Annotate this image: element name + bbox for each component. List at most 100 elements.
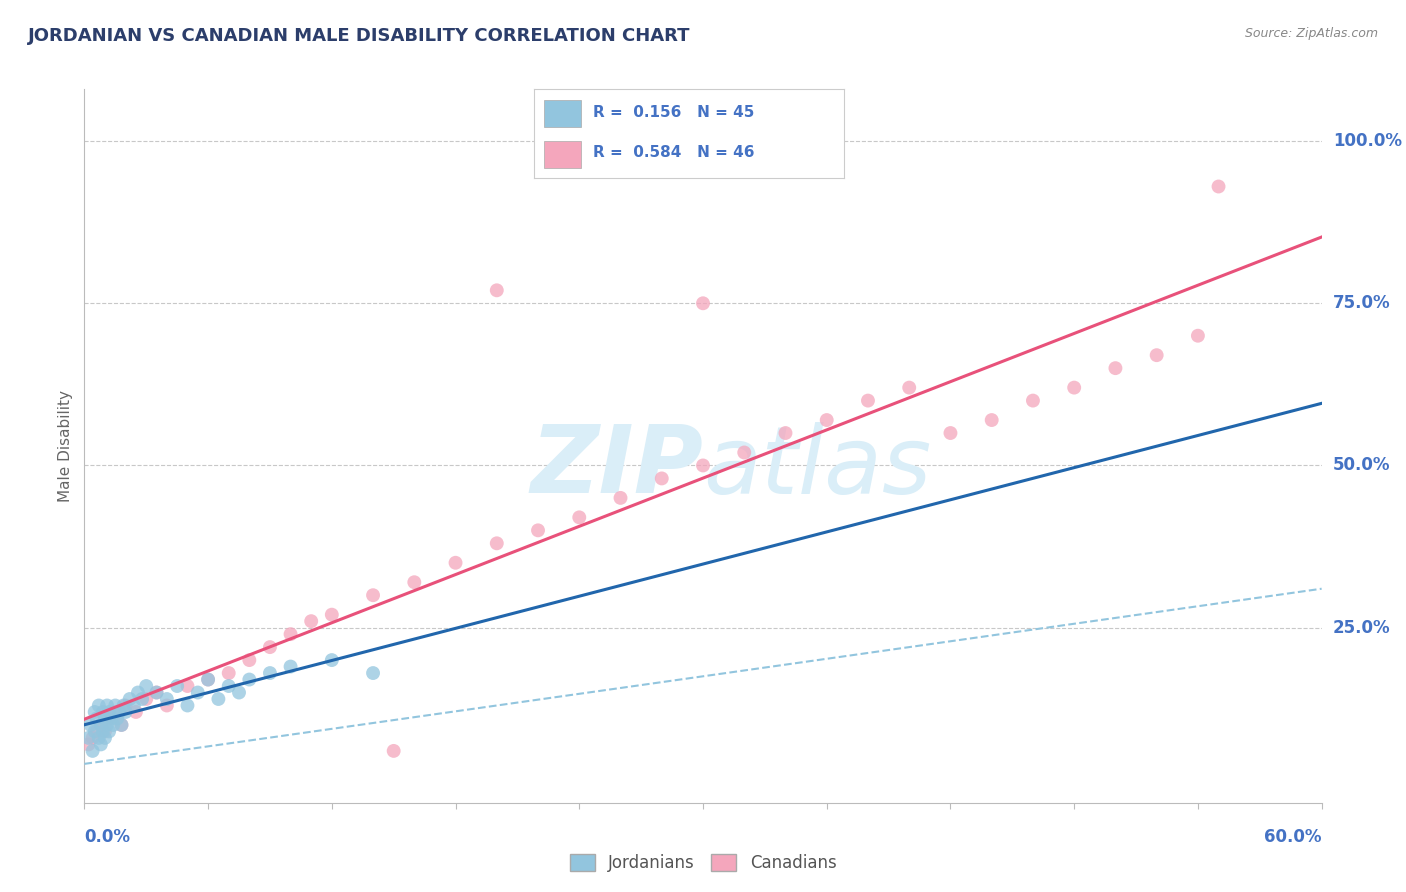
Point <box>114 705 136 719</box>
Point <box>898 381 921 395</box>
Point <box>145 685 167 699</box>
Y-axis label: Male Disability: Male Disability <box>58 390 73 502</box>
Point <box>91 705 114 719</box>
Point <box>1022 393 1045 408</box>
Point <box>105 711 128 725</box>
Point <box>1104 361 1126 376</box>
Point <box>404 575 426 590</box>
Point <box>94 724 117 739</box>
Point <box>135 679 157 693</box>
Point <box>110 718 132 732</box>
Legend: Jordanians, Canadians: Jordanians, Canadians <box>561 846 845 880</box>
Point <box>77 738 100 752</box>
Point <box>692 296 714 310</box>
FancyBboxPatch shape <box>544 100 581 127</box>
Point <box>90 718 112 732</box>
Text: Source: ZipAtlas.com: Source: ZipAtlas.com <box>1244 27 1378 40</box>
Point <box>79 718 101 732</box>
Point <box>692 458 714 473</box>
Point <box>280 627 302 641</box>
Text: 0.0%: 0.0% <box>84 828 131 846</box>
Text: R =  0.156   N = 45: R = 0.156 N = 45 <box>593 105 755 120</box>
Point <box>238 653 260 667</box>
Text: 25.0%: 25.0% <box>1333 619 1391 637</box>
Point <box>108 705 131 719</box>
Point <box>96 718 118 732</box>
Point <box>197 673 219 687</box>
Point <box>1146 348 1168 362</box>
Text: ZIP: ZIP <box>530 421 703 514</box>
Point <box>382 744 405 758</box>
Point <box>259 640 281 654</box>
Point <box>609 491 631 505</box>
FancyBboxPatch shape <box>544 141 581 168</box>
Point <box>207 692 229 706</box>
Point <box>103 718 125 732</box>
Point <box>145 685 167 699</box>
Point <box>651 471 673 485</box>
Text: 50.0%: 50.0% <box>1333 457 1391 475</box>
Point <box>82 744 104 758</box>
Point <box>775 425 797 440</box>
Point <box>98 711 121 725</box>
Point <box>176 679 198 693</box>
Point <box>280 659 302 673</box>
Text: 100.0%: 100.0% <box>1333 132 1402 150</box>
Point <box>166 679 188 693</box>
Point <box>361 588 384 602</box>
Point <box>91 724 114 739</box>
Point <box>1208 179 1230 194</box>
Point <box>131 692 153 706</box>
Text: JORDANIAN VS CANADIAN MALE DISABILITY CORRELATION CHART: JORDANIAN VS CANADIAN MALE DISABILITY CO… <box>28 27 690 45</box>
Point <box>90 738 112 752</box>
Point <box>135 692 157 706</box>
Point <box>83 724 105 739</box>
Point <box>104 698 127 713</box>
Point <box>856 393 879 408</box>
Point <box>361 666 384 681</box>
Point <box>321 653 343 667</box>
Point <box>815 413 838 427</box>
Point <box>485 536 508 550</box>
Point <box>98 724 121 739</box>
Point <box>86 711 108 725</box>
Point <box>83 705 105 719</box>
Point <box>1063 381 1085 395</box>
Point <box>98 705 121 719</box>
Point <box>156 692 179 706</box>
Point <box>228 685 250 699</box>
Point <box>94 731 117 745</box>
Text: 60.0%: 60.0% <box>1264 828 1322 846</box>
Point <box>187 685 209 699</box>
Point <box>527 524 550 538</box>
Text: 75.0%: 75.0% <box>1333 294 1391 312</box>
Point <box>114 698 136 713</box>
Text: atlas: atlas <box>703 422 931 513</box>
Point <box>127 685 149 699</box>
Point <box>444 556 467 570</box>
Point <box>87 698 110 713</box>
Point <box>939 425 962 440</box>
Point <box>87 731 110 745</box>
Point <box>125 705 148 719</box>
Point <box>90 718 112 732</box>
Point <box>86 724 108 739</box>
Point <box>104 705 127 719</box>
Point <box>218 679 240 693</box>
Point <box>156 698 179 713</box>
Point <box>122 698 145 713</box>
Point <box>1187 328 1209 343</box>
Point <box>100 711 122 725</box>
Point <box>118 692 141 706</box>
Point <box>176 698 198 713</box>
Point <box>238 673 260 687</box>
Point <box>321 607 343 622</box>
Text: R =  0.584   N = 46: R = 0.584 N = 46 <box>593 145 755 161</box>
Point <box>112 698 135 713</box>
Point <box>197 673 219 687</box>
Point <box>96 698 118 713</box>
Point <box>82 731 104 745</box>
Point <box>218 666 240 681</box>
Point <box>77 731 100 745</box>
Point <box>568 510 591 524</box>
